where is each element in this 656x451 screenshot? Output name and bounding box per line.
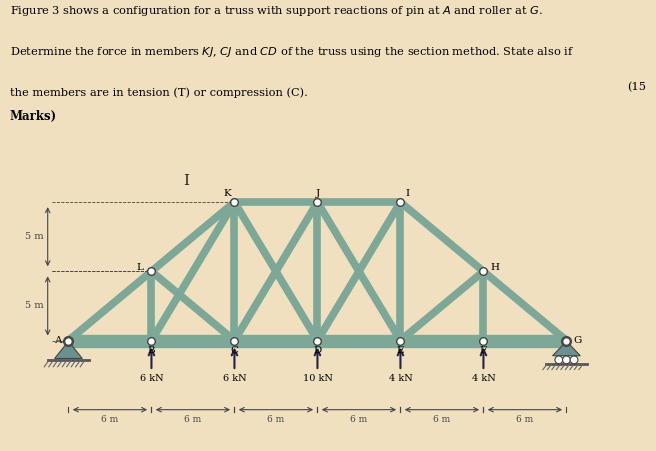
Text: (15: (15 — [627, 82, 646, 92]
Text: 6 kN: 6 kN — [222, 374, 246, 383]
Text: 6 m: 6 m — [434, 414, 451, 423]
Text: 6 kN: 6 kN — [140, 374, 163, 383]
Text: 5 m: 5 m — [25, 301, 43, 310]
Text: K: K — [224, 189, 232, 198]
Text: Figure 3 shows a configuration for a truss with support reactions of pin at $A$ : Figure 3 shows a configuration for a tru… — [10, 4, 543, 18]
Text: 6 m: 6 m — [268, 414, 285, 423]
Text: Marks): Marks) — [10, 110, 57, 123]
Text: G: G — [573, 336, 582, 345]
Text: 6 m: 6 m — [184, 414, 201, 423]
Text: Determine the force in members $KJ$, $CJ$ and $CD$ of the truss using the sectio: Determine the force in members $KJ$, $CJ… — [10, 46, 574, 60]
Text: 6 m: 6 m — [516, 414, 533, 423]
Text: B: B — [148, 346, 155, 354]
Polygon shape — [552, 341, 581, 356]
Text: 4 kN: 4 kN — [472, 374, 495, 383]
Text: F: F — [480, 346, 487, 354]
Text: 10 kN: 10 kN — [302, 374, 333, 383]
Circle shape — [563, 356, 570, 364]
Text: I: I — [183, 175, 189, 189]
Polygon shape — [54, 341, 82, 359]
Text: D: D — [314, 346, 321, 354]
Text: 5 m: 5 m — [25, 232, 43, 241]
Text: C: C — [230, 346, 238, 354]
Circle shape — [570, 356, 578, 364]
Text: 4 kN: 4 kN — [388, 374, 413, 383]
Text: H: H — [490, 262, 499, 272]
Text: 6 m: 6 m — [350, 414, 367, 423]
Text: L: L — [137, 262, 144, 272]
Text: J: J — [316, 189, 319, 198]
Text: A: A — [54, 336, 61, 345]
Text: E: E — [397, 346, 404, 354]
Text: 6 m: 6 m — [101, 414, 119, 423]
Text: the members are in tension (T) or compression (C).: the members are in tension (T) or compre… — [10, 87, 308, 98]
Circle shape — [555, 356, 563, 364]
Text: I: I — [405, 189, 409, 198]
